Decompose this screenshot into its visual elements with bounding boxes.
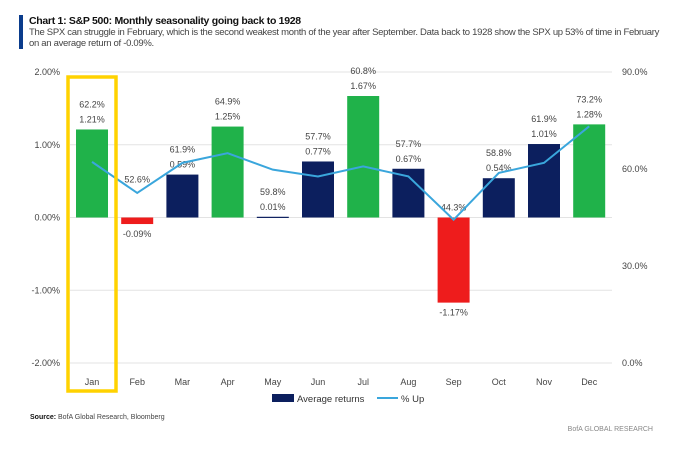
bar-jun <box>302 161 334 218</box>
bar-jul <box>347 96 380 218</box>
bar-feb <box>121 217 154 225</box>
left-tick-label: -1.00% <box>31 285 60 295</box>
bar-value-label: 0.54% <box>486 163 512 173</box>
x-tick-label: Aug <box>400 377 416 387</box>
bar-may <box>256 216 289 218</box>
bar-value-label: 1.01% <box>531 129 557 139</box>
x-tick-label: Sep <box>446 377 462 387</box>
left-tick-label: 2.00% <box>34 67 60 77</box>
bar-dec <box>573 124 606 218</box>
x-tick-label: Feb <box>129 377 145 387</box>
bar-value-label: -0.09% <box>123 229 152 239</box>
pct-up-label: 62.2% <box>79 99 105 109</box>
chart-subtitle: The SPX can struggle in February, which … <box>29 27 660 49</box>
right-tick-label: 0.0% <box>622 358 643 368</box>
chart-title: Chart 1: S&P 500: Monthly seasonality go… <box>29 15 301 27</box>
legend-label-line: % Up <box>401 394 424 405</box>
x-tick-label: Apr <box>221 377 235 387</box>
left-tick-label: 1.00% <box>34 140 60 150</box>
x-tick-label: May <box>264 377 282 387</box>
bar-value-label: 1.67% <box>350 81 376 91</box>
bar-nov <box>528 144 560 218</box>
bar-value-label: 0.59% <box>170 160 196 170</box>
x-tick-label: Dec <box>581 377 598 387</box>
left-tick-label: 0.00% <box>34 213 60 223</box>
left-tick-label: -2.00% <box>31 358 60 368</box>
x-tick-label: Oct <box>492 377 507 387</box>
right-tick-label: 60.0% <box>622 164 648 174</box>
chart-header: Chart 1: S&P 500: Monthly seasonality go… <box>19 15 669 49</box>
x-tick-label: Jul <box>357 377 369 387</box>
source-note: Source: BofA Global Research, Bloomberg <box>30 414 165 421</box>
highlight-box <box>66 75 118 393</box>
pct-up-label: 52.6% <box>124 175 150 185</box>
pct-up-label: 73.2% <box>576 94 602 104</box>
bar-jan <box>76 129 108 218</box>
bar-value-label: 0.01% <box>260 202 286 212</box>
bar-value-label: 0.77% <box>305 146 331 156</box>
pct-up-label: 57.7% <box>396 139 422 149</box>
bar-value-label: 1.21% <box>79 114 105 124</box>
pct-up-label: 58.8% <box>486 148 512 158</box>
pct-up-label: 44.3% <box>441 203 467 213</box>
x-tick-label: Mar <box>175 377 191 387</box>
brand-label: BofA GLOBAL RESEARCH <box>567 426 653 433</box>
pct-up-label: 61.9% <box>170 145 196 155</box>
pct-up-label: 61.9% <box>531 114 557 124</box>
pct-up-label: 59.8% <box>260 187 286 197</box>
bar-mar <box>166 174 199 218</box>
bar-value-label: 0.67% <box>396 154 422 164</box>
x-tick-label: Nov <box>536 377 553 387</box>
x-tick-label: Jan <box>85 377 100 387</box>
pct-up-label: 60.8% <box>350 66 376 76</box>
pct-up-label: 57.7% <box>305 131 331 141</box>
bar-sep <box>437 217 470 303</box>
bar-apr <box>211 126 244 218</box>
pct-up-label: 64.9% <box>215 97 241 107</box>
legend-label-bar: Average returns <box>297 394 365 405</box>
bar-value-label: -1.17% <box>439 308 468 318</box>
legend-swatch-bar <box>272 394 294 402</box>
bar-value-label: 1.25% <box>215 112 241 122</box>
source-text: BofA Global Research, Bloomberg <box>58 414 165 421</box>
right-tick-label: 30.0% <box>622 261 648 271</box>
source-label: Source: <box>30 414 57 421</box>
pct-up-line <box>91 125 590 222</box>
x-tick-label: Jun <box>311 377 326 387</box>
right-tick-label: 90.0% <box>622 67 648 77</box>
bar-value-label: 1.28% <box>576 109 602 119</box>
